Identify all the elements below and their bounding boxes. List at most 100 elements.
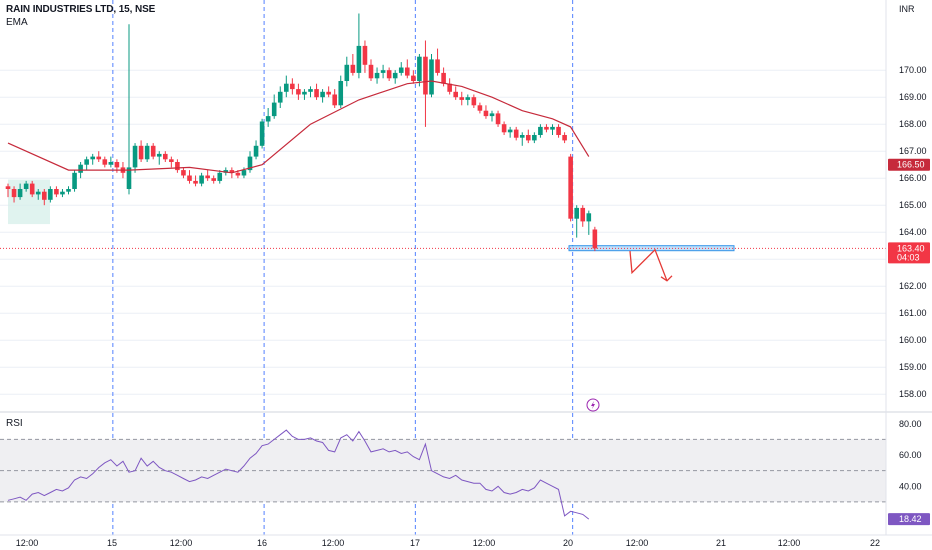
candle [386, 70, 392, 79]
candle [538, 126, 543, 135]
price-tick-label: 158.00 [899, 389, 927, 399]
rsi-tick-label: 60.00 [899, 450, 922, 460]
candle [144, 145, 150, 160]
rsi-tick-label: 80.00 [899, 419, 922, 429]
price-tick-label: 165.00 [899, 200, 927, 210]
rsi-value-badge [888, 513, 930, 526]
candle [562, 135, 567, 141]
time-tick-label: 12:00 [16, 538, 39, 548]
time-tick-label: 12:00 [778, 538, 801, 548]
currency-label: INR [899, 4, 915, 14]
candle [35, 191, 41, 195]
candle [187, 175, 192, 181]
grid [0, 69, 886, 395]
candle [586, 213, 592, 222]
symbol-title: RAIN INDUSTRIES LTD, 15, NSE [6, 4, 156, 15]
candle [169, 159, 174, 162]
candle [362, 45, 368, 65]
candle [580, 207, 586, 222]
candle [374, 72, 380, 79]
candle [42, 191, 47, 200]
time-tick-label: 22 [870, 538, 880, 548]
forecast-path [629, 248, 668, 282]
ema-price-value: 166.50 [897, 160, 925, 170]
ema-price-badge [888, 158, 930, 171]
candle [526, 135, 531, 141]
candle [513, 129, 519, 138]
price-tick-label: 161.00 [899, 308, 927, 318]
ema-line [7, 80, 590, 174]
forecast-arrowhead [660, 275, 673, 282]
price-tick-label: 166.00 [899, 173, 927, 183]
candle [205, 175, 210, 179]
candle [108, 162, 114, 165]
candle [556, 126, 561, 135]
candle [489, 113, 495, 117]
candle [568, 156, 573, 219]
candle [338, 81, 344, 106]
time-tick-label: 15 [107, 538, 117, 548]
candle [392, 72, 398, 79]
time-tick-label: 17 [410, 538, 420, 548]
candle [277, 91, 283, 103]
candle [308, 89, 313, 92]
candle [471, 97, 477, 106]
candle [265, 116, 271, 122]
last-price-value: 163.40 [897, 243, 925, 253]
candle [380, 70, 386, 73]
candle [229, 170, 235, 173]
candle [544, 126, 549, 130]
candle [532, 135, 537, 141]
price-tick-label: 164.00 [899, 227, 927, 237]
candle [271, 102, 277, 117]
candle [453, 91, 458, 98]
candle [163, 153, 168, 160]
price-tick-label: 167.00 [899, 146, 927, 156]
candle [235, 172, 241, 176]
candle [441, 72, 446, 84]
candle [114, 162, 120, 168]
candle [5, 186, 11, 189]
candle [247, 156, 253, 171]
candle [78, 164, 83, 173]
candle [211, 178, 216, 181]
candle [72, 172, 77, 189]
candle [423, 56, 428, 95]
candle [290, 83, 295, 90]
time-tick-label: 20 [563, 538, 573, 548]
candle [66, 189, 71, 192]
session-dividers [112, 0, 574, 535]
price-tick-label: 169.00 [899, 92, 927, 102]
candle [302, 91, 307, 95]
candle [241, 170, 247, 176]
price-tick-label: 170.00 [899, 65, 927, 75]
candle [259, 121, 265, 146]
time-tick-label: 21 [716, 538, 726, 548]
candle [465, 97, 471, 100]
candle [519, 135, 525, 138]
candle [156, 153, 162, 157]
price-tick-label: 162.00 [899, 281, 927, 291]
lightning-icon[interactable] [586, 398, 600, 412]
supply-zone [8, 179, 50, 225]
last-price-badge [888, 242, 930, 264]
candle [193, 180, 198, 184]
candle [48, 189, 53, 200]
candle [54, 189, 59, 195]
candle [90, 156, 95, 160]
candle [132, 145, 138, 168]
rsi-pane [0, 411, 932, 520]
candle [592, 229, 598, 249]
zones [0, 179, 886, 252]
price-tick-label: 159.00 [899, 362, 927, 372]
candle [326, 91, 331, 95]
candle [29, 183, 35, 195]
bar-countdown: 04:03 [897, 252, 920, 262]
time-tick-label: 16 [257, 538, 267, 548]
candle [344, 64, 350, 81]
candle [447, 83, 452, 92]
rsi-value: 18.42 [899, 514, 922, 524]
candle [435, 59, 440, 73]
candles [5, 13, 598, 252]
